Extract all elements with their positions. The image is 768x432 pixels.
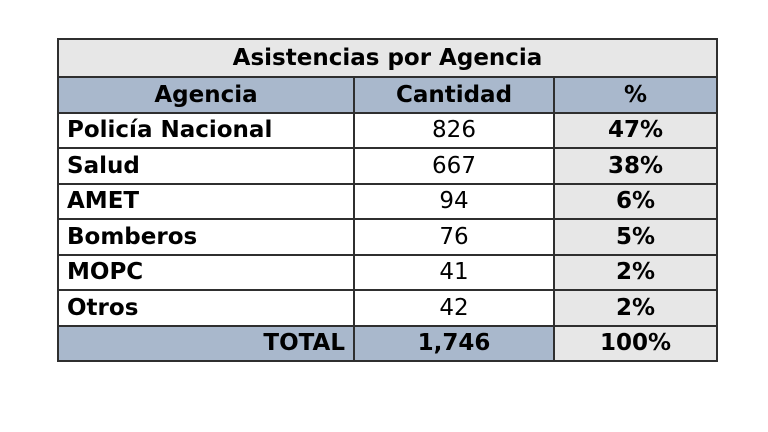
agency-quantity: 42	[353, 289, 555, 327]
total-label: TOTAL	[57, 324, 355, 362]
table-row: AMET 94 6%	[57, 182, 719, 220]
header-agency: Agencia	[57, 76, 355, 114]
title-row: Asistencias por Agencia	[56, 38, 719, 78]
agency-name: MOPC	[57, 253, 355, 291]
table-row: Bomberos 76 5%	[57, 218, 719, 256]
header-quantity: Cantidad	[353, 76, 555, 114]
agency-quantity: 94	[353, 182, 555, 220]
agency-percent: 5%	[552, 218, 719, 256]
agency-percent: 38%	[552, 147, 719, 185]
total-quantity: 1,746	[353, 324, 555, 362]
table-row: Policía Nacional 826 47%	[57, 111, 719, 149]
agency-name: Bomberos	[57, 218, 355, 256]
agency-quantity: 667	[353, 147, 555, 185]
table-row: MOPC 41 2%	[57, 253, 719, 291]
header-row: Agencia Cantidad %	[57, 76, 719, 114]
agency-quantity: 76	[353, 218, 555, 256]
agency-name: Policía Nacional	[57, 111, 355, 149]
agency-percent: 2%	[552, 289, 719, 327]
agency-percent: 47%	[552, 111, 719, 149]
table-row: Salud 667 38%	[57, 147, 719, 185]
agency-quantity: 41	[353, 253, 555, 291]
total-percent: 100%	[552, 324, 719, 362]
header-percent: %	[552, 76, 719, 114]
table-title: Asistencias por Agencia	[56, 38, 719, 78]
agency-percent: 6%	[552, 182, 719, 220]
table-row: Otros 42 2%	[57, 289, 719, 327]
agency-name: AMET	[57, 182, 355, 220]
agency-assistance-table: Asistencias por Agencia Agencia Cantidad…	[56, 38, 719, 362]
total-row: TOTAL 1,746 100%	[57, 324, 719, 362]
agency-name: Salud	[57, 147, 355, 185]
agency-name: Otros	[57, 289, 355, 327]
agency-quantity: 826	[353, 111, 555, 149]
agency-percent: 2%	[552, 253, 719, 291]
